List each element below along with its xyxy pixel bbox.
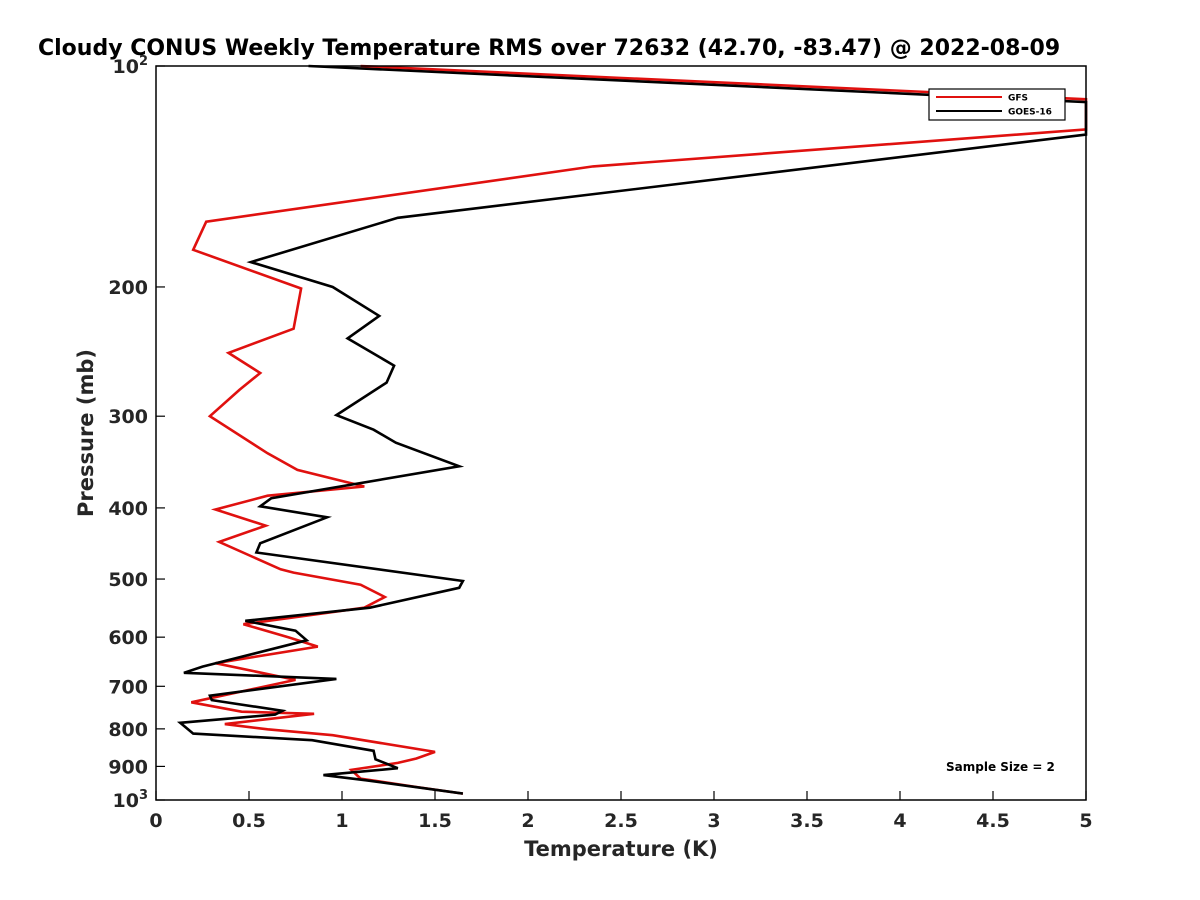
legend-label-goes16: GOES-16 xyxy=(1008,108,1052,118)
legend-label-gfs: GFS xyxy=(1008,94,1028,104)
legend: GFS GOES-16 xyxy=(928,88,1066,121)
y-tick-label: 102 xyxy=(113,54,149,78)
x-tick-label: 5 xyxy=(1079,810,1092,832)
series-layer xyxy=(176,64,1088,795)
y-axis-label: Pressure (mb) xyxy=(74,349,98,517)
y-tick-label: 400 xyxy=(108,498,148,520)
x-axis-label: Temperature (K) xyxy=(524,837,718,861)
chart-title: Cloudy CONUS Weekly Temperature RMS over… xyxy=(38,36,1060,61)
x-tick-label: 0 xyxy=(149,810,162,832)
x-tick-label: 3.5 xyxy=(790,810,824,832)
series-line-gfs xyxy=(191,64,1088,795)
x-tick-label: 3 xyxy=(707,810,720,832)
y-tick-label: 103 xyxy=(113,788,149,812)
y-tick-label: 500 xyxy=(108,569,148,591)
sample-size-annotation: Sample Size = 2 xyxy=(946,760,1055,774)
legend-box xyxy=(928,88,1066,121)
axes-box xyxy=(155,65,1087,801)
y-tick-label: 700 xyxy=(108,676,148,698)
x-tick-label: 2 xyxy=(521,810,534,832)
x-tick-label: 0.5 xyxy=(232,810,266,832)
series-line-goes16 xyxy=(176,64,1088,795)
y-tick-label: 600 xyxy=(108,627,148,649)
x-tick-label: 2.5 xyxy=(604,810,638,832)
x-tick-label: 1 xyxy=(335,810,348,832)
y-tick-label: 800 xyxy=(108,719,148,741)
y-tick-label: 300 xyxy=(108,406,148,428)
y-tick-label: 200 xyxy=(108,277,148,299)
y-axis: 102 200 300 400 500 600 700 800 900 103 xyxy=(108,54,165,812)
x-tick-label: 4 xyxy=(893,810,906,832)
x-axis: 0 0.5 1 1.5 2 2.5 3 3.5 4 4.5 5 xyxy=(149,791,1093,832)
x-tick-label: 1.5 xyxy=(418,810,452,832)
x-tick-label: 4.5 xyxy=(976,810,1010,832)
y-tick-label: 900 xyxy=(108,756,148,778)
